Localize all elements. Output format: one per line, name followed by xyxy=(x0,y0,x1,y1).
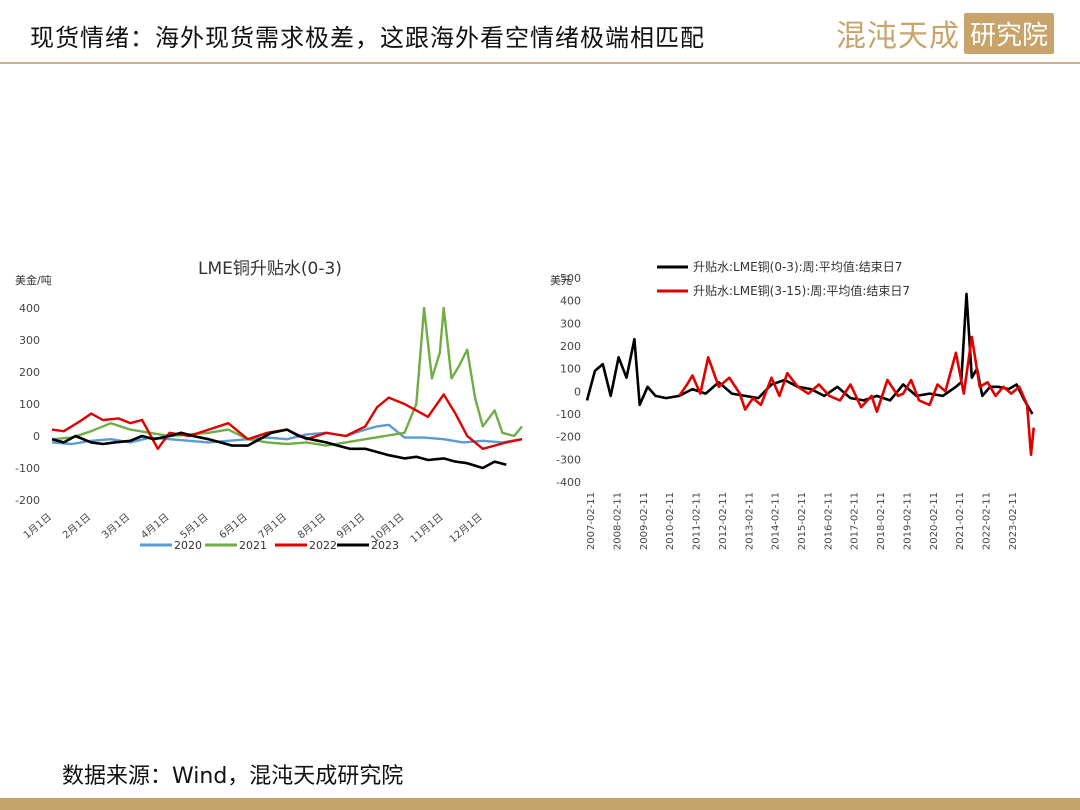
right-legend-label: 升贴水:LME铜(3-15):周:平均值:结束日7 xyxy=(693,283,910,298)
right-x-tick-label: 2020-02-11 xyxy=(929,492,940,550)
right-y-tick-label: 200 xyxy=(560,340,581,353)
left-x-tick-label: 8月1日 xyxy=(295,511,328,541)
left-x-tick-label: 11月1日 xyxy=(408,511,446,545)
right-x-tick-label: 2007-02-11 xyxy=(586,492,597,550)
right-chart-y-label: 美元 xyxy=(550,274,572,287)
right-x-tick-label: 2023-02-11 xyxy=(1008,492,1019,550)
logo-box: 研究院 xyxy=(963,12,1054,54)
right-x-tick-label: 2016-02-11 xyxy=(823,492,834,550)
right-series-line-0 xyxy=(585,292,1034,415)
right-y-tick-label: 0 xyxy=(574,385,581,398)
right-y-tick-label: 400 xyxy=(560,295,581,308)
right-chart: 美元 500 400 300 200 100 0 -100 -200 -300 -400 2007-… xyxy=(550,259,1035,550)
right-series-line-1 xyxy=(678,335,1035,457)
right-x-tick-label: 2013-02-11 xyxy=(744,492,755,550)
left-y-tick-label: 200 xyxy=(19,366,40,379)
left-series-line-2020 xyxy=(51,423,523,446)
left-x-tick-label: 1月1日 xyxy=(21,511,54,541)
left-series-line-2023 xyxy=(51,428,507,470)
right-x-tick-label: 2018-02-11 xyxy=(876,492,887,550)
left-chart-y-label: 美金/吨 xyxy=(15,273,52,287)
left-x-tick-label: 4月1日 xyxy=(139,511,172,541)
right-x-tick-label: 2017-02-11 xyxy=(850,492,861,550)
right-y-tick-label: -400 xyxy=(556,476,581,489)
footer-bar xyxy=(0,798,1080,810)
left-x-tick-label: 9月1日 xyxy=(334,511,367,541)
left-legend-label: 2021 xyxy=(239,539,267,552)
data-source: 数据来源：Wind，混沌天成研究院 xyxy=(62,764,404,789)
right-x-tick-label: 2008-02-11 xyxy=(613,492,624,550)
right-y-tick-label: -200 xyxy=(556,431,581,444)
right-y-tick-label: -100 xyxy=(556,408,581,421)
logo-text: 混沌天成 xyxy=(835,19,960,54)
right-x-tick-label: 2011-02-11 xyxy=(692,492,703,550)
right-x-tick-label: 2015-02-11 xyxy=(797,492,808,550)
left-x-tick-label: 5月1日 xyxy=(178,511,211,541)
left-x-tick-label: 7月1日 xyxy=(256,511,289,541)
left-legend-label: 2020 xyxy=(174,539,202,552)
right-x-tick-label: 2021-02-11 xyxy=(955,492,966,550)
right-x-tick-label: 2014-02-11 xyxy=(771,492,782,550)
right-legend-label: 升贴水:LME铜(0-3):周:平均值:结束日7 xyxy=(693,259,902,274)
right-y-tick-label: 500 xyxy=(560,272,581,285)
left-y-tick-label: 400 xyxy=(19,302,40,315)
right-x-tick-label: 2019-02-11 xyxy=(902,492,913,550)
left-legend-label: 2023 xyxy=(371,539,399,552)
right-x-tick-label: 2012-02-11 xyxy=(718,492,729,550)
left-y-tick-label: -200 xyxy=(15,494,40,507)
page-title: 现货情绪：海外现货需求极差，这跟海外看空情绪极端相匹配 xyxy=(30,24,705,52)
left-x-tick-label: 12月1日 xyxy=(447,511,485,545)
left-series-line-2021 xyxy=(51,306,523,447)
left-legend-label: 2022 xyxy=(309,539,337,552)
left-x-tick-label: 2月1日 xyxy=(60,511,93,541)
left-chart: LME铜升贴水(0-3) 美金/吨 400 300 200 100 0 -100 -200 1… xyxy=(15,259,523,552)
header-divider xyxy=(0,62,1080,64)
right-x-tick-label: 2009-02-11 xyxy=(639,492,650,550)
right-y-tick-label: 100 xyxy=(560,363,581,376)
brand-logo: 混沌天成 研究院 xyxy=(836,12,1054,54)
left-chart-title: LME铜升贴水(0-3) xyxy=(198,259,342,279)
right-y-tick-label: -300 xyxy=(556,453,581,466)
left-x-tick-label: 6月1日 xyxy=(217,511,250,541)
left-y-tick-label: 100 xyxy=(19,398,40,411)
right-y-tick-label: 300 xyxy=(560,317,581,330)
left-y-tick-label: -100 xyxy=(15,462,40,475)
left-x-tick-label: 3月1日 xyxy=(99,511,132,541)
left-y-tick-label: 300 xyxy=(19,334,40,347)
left-y-tick-label: 0 xyxy=(33,430,40,443)
right-x-tick-label: 2022-02-11 xyxy=(981,492,992,550)
right-x-tick-label: 2010-02-11 xyxy=(665,492,676,550)
